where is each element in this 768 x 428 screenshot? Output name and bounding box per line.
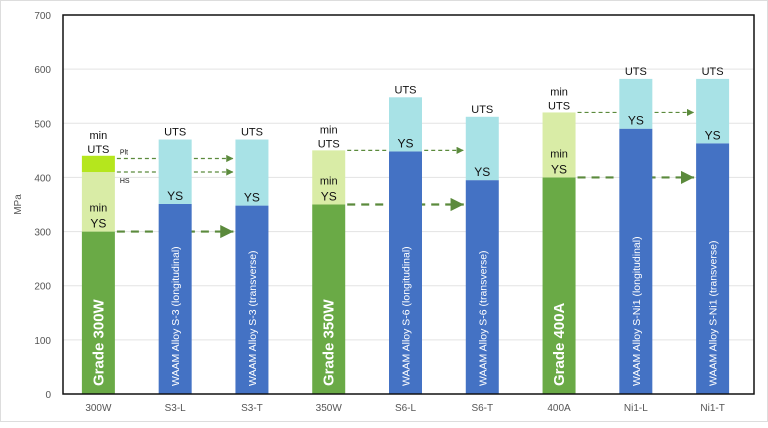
min-ys-label: YS bbox=[90, 217, 106, 231]
bar-label: WAAM Alloy S-3 (transverse) bbox=[247, 250, 259, 386]
min-uts-label: UTS bbox=[87, 144, 109, 156]
min-uts-label: min bbox=[320, 124, 338, 136]
bar-label: WAAM Alloy S-3 (longitudinal) bbox=[170, 246, 182, 386]
min-ys-label: YS bbox=[551, 162, 567, 176]
y-tick-label: 500 bbox=[34, 119, 51, 130]
y-tick-label: 200 bbox=[34, 282, 51, 293]
bar-uts bbox=[465, 116, 499, 181]
uts-label: UTS bbox=[395, 84, 417, 96]
y-tick-label: 100 bbox=[34, 336, 51, 347]
bar-label: Grade 300W bbox=[90, 298, 107, 386]
min-uts-label: UTS bbox=[318, 138, 340, 150]
x-tick-label: Ni1-L bbox=[624, 403, 648, 414]
x-tick-label: Ni1-T bbox=[700, 403, 724, 414]
bar-uts bbox=[312, 150, 346, 205]
ys-label: YS bbox=[705, 128, 721, 142]
bar-ys bbox=[312, 204, 346, 394]
min-uts-label: UTS bbox=[548, 100, 570, 112]
x-tick-label: 400A bbox=[547, 403, 571, 414]
bar-ys bbox=[465, 180, 499, 394]
bar-label: WAAM Alloy S-Ni1 (transverse) bbox=[708, 241, 720, 386]
uts-label: UTS bbox=[625, 66, 647, 78]
uts-label: UTS bbox=[241, 127, 263, 139]
bar-uts-plate bbox=[81, 155, 115, 173]
y-tick-label: 0 bbox=[45, 390, 51, 401]
bar-ys bbox=[158, 203, 192, 394]
ys-label: YS bbox=[474, 165, 490, 179]
min-uts-label: min bbox=[550, 86, 568, 98]
bar-ys bbox=[619, 128, 653, 394]
bar-uts bbox=[696, 78, 730, 144]
x-tick-label: S6-T bbox=[471, 403, 493, 414]
bar-ys bbox=[696, 143, 730, 394]
bar-uts bbox=[235, 139, 269, 206]
bar-ys bbox=[389, 151, 422, 394]
ys-label: YS bbox=[397, 136, 413, 150]
bar-ys bbox=[81, 231, 115, 394]
bar-label: Grade 400A bbox=[551, 302, 568, 386]
x-tick-label: S3-L bbox=[165, 403, 187, 414]
bar-uts bbox=[389, 97, 422, 152]
x-tick-label: S6-L bbox=[395, 403, 417, 414]
bar-ys bbox=[542, 177, 576, 394]
uts-label: UTS bbox=[471, 104, 493, 116]
plt-label: Plt bbox=[120, 149, 128, 156]
min-ys-label: min bbox=[550, 148, 568, 160]
plot-frame bbox=[62, 14, 755, 395]
y-tick-label: 700 bbox=[34, 11, 51, 22]
bar-label: WAAM Alloy S-6 (longitudinal) bbox=[401, 246, 413, 386]
bar-ys bbox=[235, 205, 269, 394]
uts-label: UTS bbox=[164, 127, 186, 139]
bar-uts bbox=[158, 139, 192, 204]
min-ys-label: min bbox=[320, 176, 338, 188]
y-tick-label: 600 bbox=[34, 65, 51, 76]
bar-label: WAAM Alloy S-6 (transverse) bbox=[477, 250, 489, 386]
min-ys-label: min bbox=[90, 203, 108, 215]
uts-label: UTS bbox=[702, 66, 724, 78]
bar-label: WAAM Alloy S-Ni1 (longitudinal) bbox=[631, 236, 643, 386]
hs-label: HS bbox=[120, 178, 130, 185]
bar-label: Grade 350W bbox=[321, 298, 338, 386]
x-tick-label: 300W bbox=[85, 403, 112, 414]
y-tick-label: 400 bbox=[34, 173, 51, 184]
y-axis-label: MPa bbox=[13, 194, 24, 215]
y-tick-label: 300 bbox=[34, 228, 51, 239]
min-ys-label: YS bbox=[321, 190, 337, 204]
ys-label: YS bbox=[628, 114, 644, 128]
x-tick-label: S3-T bbox=[241, 403, 263, 414]
min-uts-label: min bbox=[90, 130, 108, 142]
bar-uts bbox=[542, 112, 576, 178]
ys-label: YS bbox=[167, 189, 183, 203]
bar-uts bbox=[619, 78, 653, 129]
x-tick-label: 350W bbox=[316, 403, 343, 414]
bar-uts bbox=[81, 172, 115, 232]
ys-label: YS bbox=[244, 191, 260, 205]
